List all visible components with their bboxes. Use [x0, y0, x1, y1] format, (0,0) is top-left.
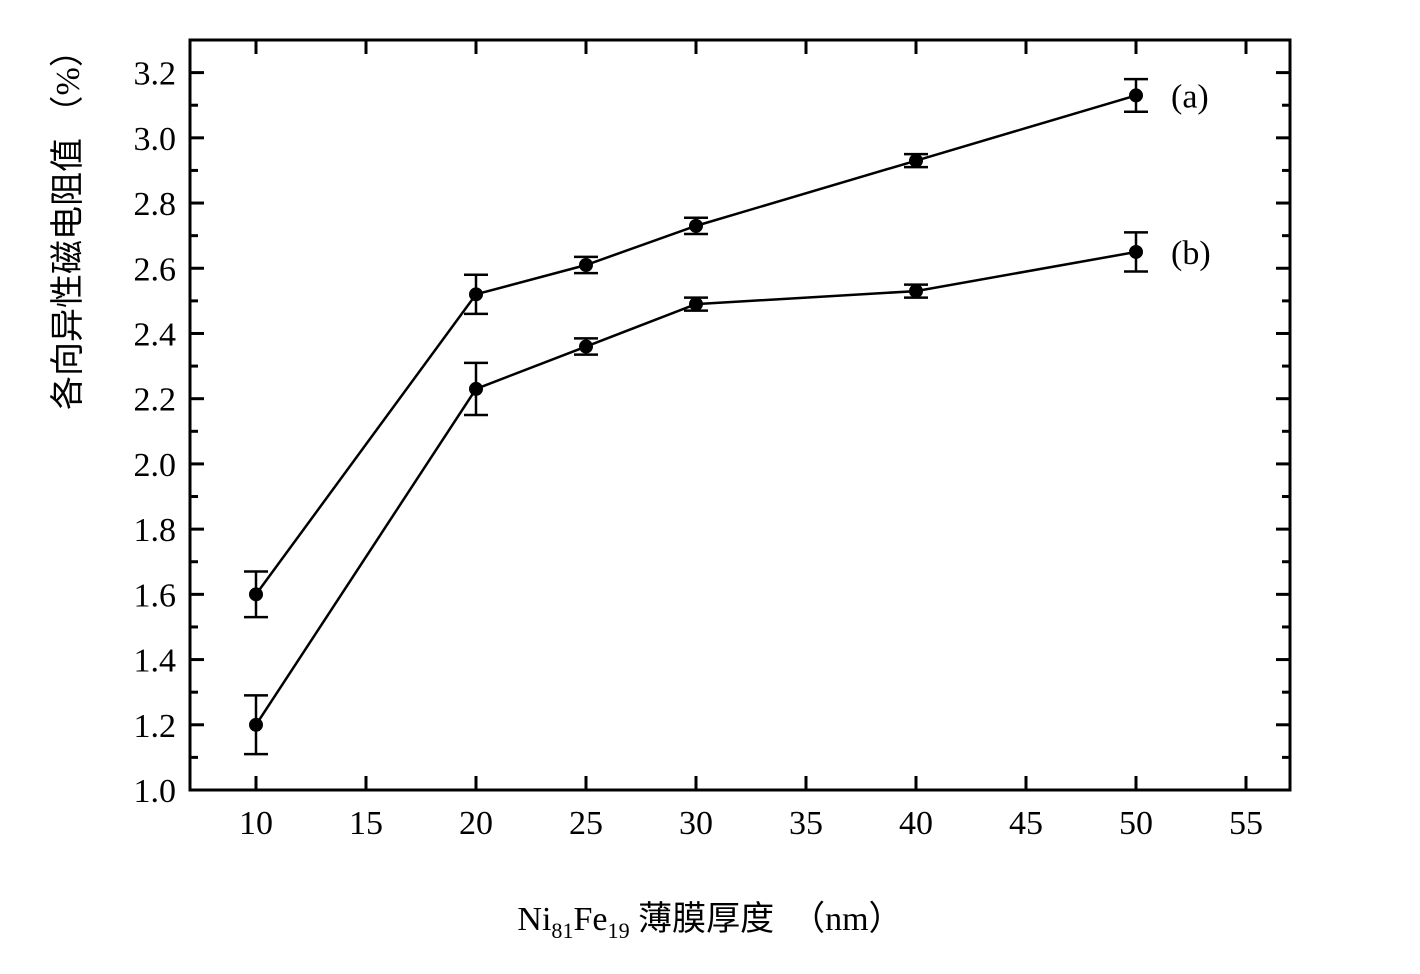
data-point	[579, 340, 593, 354]
x-tick-label: 20	[459, 805, 493, 842]
data-point	[579, 258, 593, 272]
y-tick-label: 2.4	[134, 316, 177, 353]
data-point	[909, 284, 923, 298]
y-tick-label: 1.0	[134, 773, 177, 810]
data-point	[689, 219, 703, 233]
data-point	[249, 587, 263, 601]
x-tick-label: 10	[239, 805, 273, 842]
x-tick-label: 15	[349, 805, 383, 842]
series-label-a: (a)	[1171, 78, 1209, 115]
y-tick-label: 2.8	[134, 186, 177, 223]
y-tick-label: 1.4	[134, 643, 177, 680]
x-tick-label: 30	[679, 805, 713, 842]
y-tick-label: 2.0	[134, 447, 177, 484]
series-label-b: (b)	[1171, 235, 1211, 272]
data-point	[249, 718, 263, 732]
x-tick-label: 50	[1119, 805, 1153, 842]
x-tick-label: 40	[899, 805, 933, 842]
y-tick-label: 3.0	[134, 121, 177, 158]
x-tick-label: 45	[1009, 805, 1043, 842]
data-point	[469, 287, 483, 301]
data-point	[1129, 88, 1143, 102]
y-axis-label: 各向异性磁电阻值 （%）	[40, 33, 89, 410]
y-tick-label: 1.8	[134, 512, 177, 549]
y-tick-label: 1.6	[134, 577, 177, 614]
x-tick-label: 35	[789, 805, 823, 842]
x-tick-label: 55	[1229, 805, 1263, 842]
amr-chart: 10 15 20 25 30 35 40 45 50 55 1.0 1.2 1.4 1.6 1.8 2.0 2.…	[0, 0, 1420, 974]
data-point	[1129, 245, 1143, 259]
data-point	[469, 382, 483, 396]
data-point	[689, 297, 703, 311]
x-tick-label: 25	[569, 805, 603, 842]
y-tick-label: 2.6	[134, 251, 177, 288]
x-axis-label-text: Ni81Fe19 薄膜厚度 （nm）	[517, 901, 902, 938]
y-tick-label: 1.2	[134, 708, 177, 745]
y-tick-label: 2.2	[134, 382, 177, 419]
data-point	[909, 154, 923, 168]
x-axis-label: Ni81Fe19 薄膜厚度 （nm）	[0, 891, 1420, 944]
y-axis-label-text: 各向异性磁电阻值 （%）	[50, 33, 87, 410]
chart-svg: 10 15 20 25 30 35 40 45 50 55 1.0 1.2 1.4 1.6 1.8 2.0 2.…	[0, 0, 1420, 974]
y-tick-label: 3.2	[134, 56, 177, 93]
